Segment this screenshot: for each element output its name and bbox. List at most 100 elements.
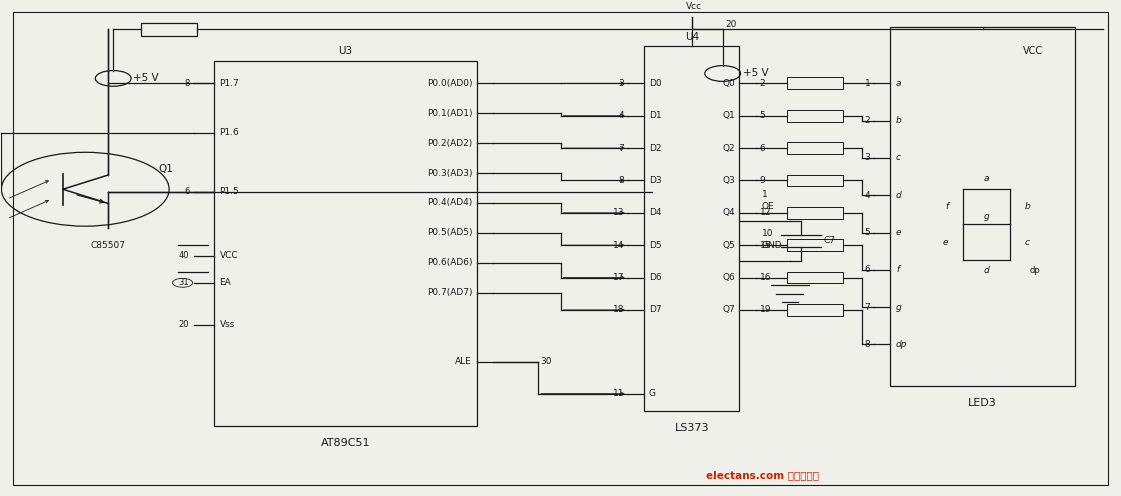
Text: dp: dp: [1030, 266, 1040, 275]
Text: dp: dp: [896, 340, 908, 349]
Text: Q0: Q0: [722, 79, 735, 88]
Bar: [214, 61, 476, 426]
Text: ALE: ALE: [455, 357, 472, 366]
Text: g: g: [983, 212, 989, 221]
Text: e: e: [943, 238, 948, 247]
Text: c: c: [1025, 238, 1029, 247]
Text: P0.2(AD2): P0.2(AD2): [427, 139, 472, 148]
Text: Vss: Vss: [220, 320, 234, 329]
Text: +5 V: +5 V: [133, 73, 159, 83]
Text: P1.5: P1.5: [220, 187, 239, 196]
Text: 13: 13: [613, 208, 624, 217]
Text: P1.7: P1.7: [220, 79, 239, 88]
Text: 5: 5: [760, 111, 766, 120]
Text: 3: 3: [864, 153, 870, 162]
Text: 11: 11: [613, 389, 624, 398]
Bar: [787, 272, 843, 283]
Text: P0.1(AD1): P0.1(AD1): [427, 109, 472, 118]
Text: U3: U3: [339, 46, 352, 57]
Text: f: f: [945, 202, 948, 211]
Bar: [787, 110, 843, 122]
Text: P0.3(AD3): P0.3(AD3): [427, 169, 472, 178]
Text: c: c: [896, 153, 901, 162]
Text: P0.0(AD0): P0.0(AD0): [427, 79, 472, 88]
Text: P0.4(AD4): P0.4(AD4): [427, 198, 472, 207]
Bar: [787, 304, 843, 316]
Text: d: d: [983, 266, 989, 275]
Text: P0.5(AD5): P0.5(AD5): [427, 228, 472, 238]
Text: D5: D5: [649, 241, 661, 249]
Text: 16: 16: [760, 273, 771, 282]
Text: e: e: [896, 228, 901, 237]
Text: Q4: Q4: [722, 208, 735, 217]
Text: 30: 30: [540, 357, 552, 366]
Text: 14: 14: [613, 241, 624, 249]
Text: 1: 1: [864, 79, 870, 88]
Text: D3: D3: [649, 176, 661, 185]
Text: Q3: Q3: [722, 176, 735, 185]
Text: P1.6: P1.6: [220, 128, 239, 137]
Text: 20: 20: [178, 320, 189, 329]
Bar: [787, 77, 843, 89]
Bar: [890, 27, 1075, 386]
Text: Q2: Q2: [722, 143, 735, 153]
Text: Q5: Q5: [722, 241, 735, 249]
Text: 8: 8: [864, 340, 870, 349]
Bar: [141, 23, 197, 36]
Bar: [787, 142, 843, 154]
Text: P0.7(AD7): P0.7(AD7): [427, 288, 472, 297]
Text: 6: 6: [184, 187, 189, 196]
Text: LED3: LED3: [969, 398, 997, 409]
Text: 18: 18: [613, 306, 624, 314]
Text: Q6: Q6: [722, 273, 735, 282]
Text: 3: 3: [619, 79, 624, 88]
Text: OE: OE: [762, 202, 775, 211]
Text: GND: GND: [762, 242, 782, 250]
Text: 12: 12: [760, 208, 771, 217]
Text: P0.6(AD6): P0.6(AD6): [427, 258, 472, 267]
Text: 31: 31: [178, 278, 189, 287]
Text: C7: C7: [823, 237, 835, 246]
Text: b: b: [896, 116, 901, 125]
Text: 4: 4: [864, 191, 870, 200]
Text: Q1: Q1: [158, 164, 173, 174]
Text: f: f: [896, 265, 899, 274]
Text: Q1: Q1: [722, 111, 735, 120]
Text: D0: D0: [649, 79, 661, 88]
Text: D7: D7: [649, 306, 661, 314]
Text: a: a: [896, 79, 901, 88]
Text: 8: 8: [184, 79, 189, 88]
Text: 2: 2: [864, 116, 870, 125]
Text: a: a: [983, 174, 989, 183]
Text: 40: 40: [178, 251, 189, 260]
Text: D6: D6: [649, 273, 661, 282]
Text: D4: D4: [649, 208, 661, 217]
Text: 20: 20: [725, 20, 736, 29]
Text: G: G: [649, 389, 656, 398]
Text: AT89C51: AT89C51: [321, 438, 370, 448]
Bar: [787, 175, 843, 186]
Bar: [787, 207, 843, 219]
Text: 1: 1: [762, 189, 768, 199]
Text: d: d: [896, 191, 901, 200]
Text: 6: 6: [864, 265, 870, 274]
Bar: [787, 239, 843, 251]
Text: 15: 15: [760, 241, 771, 249]
Text: 17: 17: [613, 273, 624, 282]
Text: +5 V: +5 V: [743, 68, 768, 78]
Text: electans.com 电子发烧友: electans.com 电子发烧友: [706, 470, 818, 480]
Text: g: g: [896, 303, 901, 311]
Text: Vcc: Vcc: [686, 2, 703, 11]
Text: 5: 5: [864, 228, 870, 237]
Text: VCC: VCC: [1023, 46, 1044, 57]
Text: EA: EA: [220, 278, 231, 287]
Bar: [645, 47, 740, 411]
Text: U4: U4: [685, 32, 700, 42]
Text: 7: 7: [864, 303, 870, 311]
Text: 9: 9: [760, 176, 766, 185]
Text: 8: 8: [619, 176, 624, 185]
Text: LS373: LS373: [675, 423, 710, 433]
Text: D2: D2: [649, 143, 661, 153]
Text: D1: D1: [649, 111, 661, 120]
Text: 19: 19: [760, 306, 771, 314]
